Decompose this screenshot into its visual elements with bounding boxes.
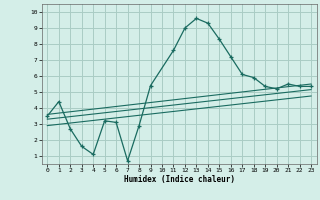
X-axis label: Humidex (Indice chaleur): Humidex (Indice chaleur) <box>124 175 235 184</box>
